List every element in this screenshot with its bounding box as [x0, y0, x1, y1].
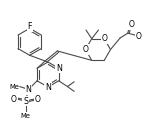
Text: N: N	[45, 83, 51, 92]
Text: O: O	[34, 95, 40, 104]
Text: F: F	[27, 22, 32, 31]
Text: S: S	[23, 97, 28, 106]
Text: O: O	[83, 45, 88, 54]
Text: N: N	[26, 85, 31, 94]
Text: O: O	[135, 32, 141, 41]
Text: O: O	[11, 95, 17, 104]
Text: Me: Me	[21, 113, 30, 119]
Text: N: N	[56, 64, 62, 73]
Text: O: O	[101, 34, 107, 43]
Text: O: O	[129, 20, 135, 29]
Text: Me: Me	[9, 84, 19, 90]
